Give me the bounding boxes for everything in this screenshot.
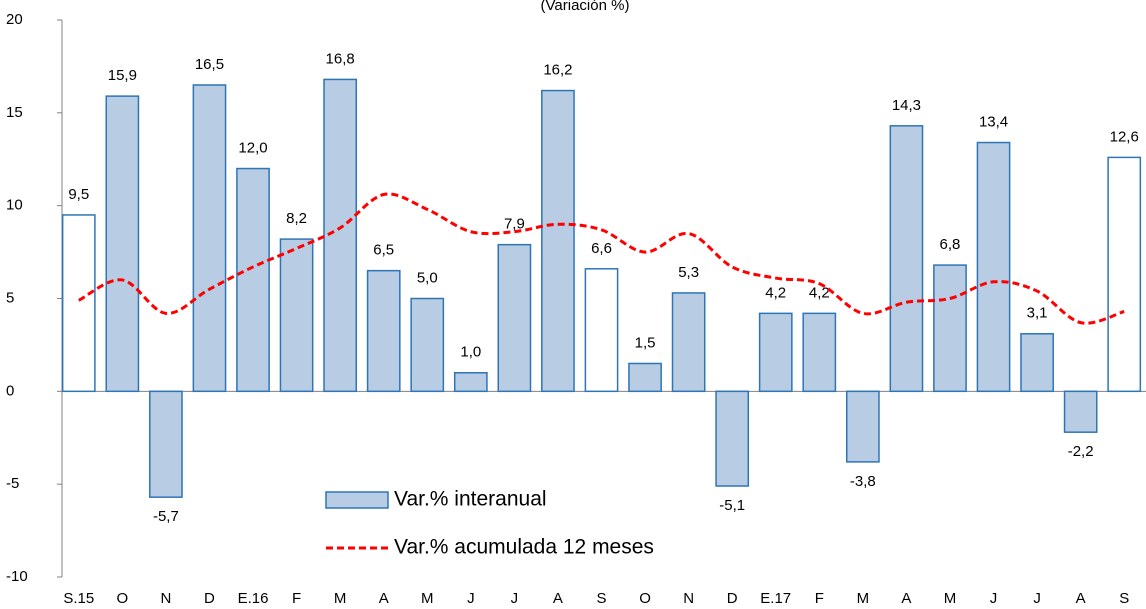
value-label: 5,0 bbox=[417, 269, 438, 286]
bar bbox=[497, 243, 532, 393]
bar bbox=[279, 238, 314, 393]
bar bbox=[628, 362, 662, 393]
bar bbox=[410, 297, 445, 393]
value-label: 15,9 bbox=[108, 67, 137, 84]
x-tick-label: M bbox=[421, 590, 434, 607]
x-tick-label: J bbox=[990, 590, 998, 607]
x-tick-label: A bbox=[553, 590, 563, 607]
bar bbox=[236, 167, 270, 393]
value-label: 12,6 bbox=[1110, 128, 1139, 145]
x-tick-label: S bbox=[596, 590, 606, 607]
value-label: 1,0 bbox=[460, 344, 481, 361]
bar bbox=[366, 269, 401, 393]
legend-swatch bbox=[325, 491, 389, 509]
bar bbox=[105, 95, 140, 393]
bar bbox=[933, 264, 967, 393]
value-label: 16,5 bbox=[195, 56, 224, 73]
value-label: 13,4 bbox=[979, 114, 1008, 131]
x-tick-label: J bbox=[511, 590, 519, 607]
bar bbox=[149, 390, 183, 498]
bar bbox=[1107, 156, 1142, 393]
value-label: -3,8 bbox=[850, 473, 876, 490]
value-label: 5,3 bbox=[678, 264, 699, 281]
value-label: 16,2 bbox=[543, 62, 572, 79]
x-tick-label: S bbox=[1119, 590, 1129, 607]
y-tick-label: 10 bbox=[6, 197, 23, 214]
bar bbox=[715, 390, 750, 487]
x-tick-label: F bbox=[292, 590, 301, 607]
value-label: 4,2 bbox=[809, 284, 830, 301]
value-label: 12,0 bbox=[238, 140, 267, 157]
bar bbox=[1063, 390, 1098, 433]
value-label: 6,8 bbox=[940, 236, 961, 253]
bar bbox=[889, 125, 924, 393]
value-label: -2,2 bbox=[1068, 443, 1094, 460]
x-tick-label: D bbox=[204, 590, 215, 607]
value-label: 4,2 bbox=[765, 284, 786, 301]
value-label: 6,6 bbox=[591, 240, 612, 257]
y-tick-label: -10 bbox=[6, 568, 28, 585]
x-tick-label: J bbox=[467, 590, 475, 607]
x-tick-label: M bbox=[857, 590, 870, 607]
bar bbox=[671, 292, 706, 393]
bar bbox=[323, 78, 358, 393]
y-tick-label: 20 bbox=[6, 11, 23, 28]
x-tick-label: O bbox=[639, 590, 651, 607]
x-tick-label: F bbox=[815, 590, 824, 607]
value-label: 7,9 bbox=[504, 216, 525, 233]
x-tick-label: M bbox=[334, 590, 347, 607]
y-tick-label: -5 bbox=[6, 475, 19, 492]
chart-subtitle: (Variación %) bbox=[541, 0, 630, 14]
legend-label: Var.% acumulada 12 meses bbox=[394, 536, 654, 559]
x-tick-label: E.17 bbox=[760, 590, 791, 607]
x-tick-label: D bbox=[727, 590, 738, 607]
line bbox=[78, 192, 1125, 325]
x-tick-label: A bbox=[901, 590, 911, 607]
y-tick-label: 5 bbox=[6, 289, 14, 306]
x-tick-label: A bbox=[1076, 590, 1086, 607]
x-tick-label: O bbox=[117, 590, 129, 607]
bar bbox=[584, 268, 619, 393]
y-tick-label: 15 bbox=[6, 104, 23, 121]
bar bbox=[758, 312, 793, 393]
bar bbox=[976, 141, 1011, 393]
value-label: 16,8 bbox=[326, 50, 355, 67]
x-tick-label: E.16 bbox=[238, 590, 269, 607]
bar bbox=[802, 312, 837, 393]
value-label: 1,5 bbox=[635, 334, 656, 351]
value-label: 6,5 bbox=[373, 242, 394, 259]
bar bbox=[192, 84, 227, 393]
bar bbox=[453, 372, 488, 393]
value-label: -5,1 bbox=[719, 497, 745, 514]
x-tick-label: J bbox=[1033, 590, 1041, 607]
x-tick-label: S.15 bbox=[63, 590, 94, 607]
bar bbox=[61, 214, 96, 393]
x-tick-label: M bbox=[944, 590, 957, 607]
x-tick-label: A bbox=[379, 590, 389, 607]
legend-label: Var.% interanual bbox=[394, 488, 547, 511]
bar bbox=[845, 390, 880, 463]
value-label: 3,1 bbox=[1027, 305, 1048, 322]
x-tick-label: N bbox=[683, 590, 694, 607]
value-label: -5,7 bbox=[153, 508, 179, 525]
value-label: 14,3 bbox=[892, 97, 921, 114]
value-label: 8,2 bbox=[286, 210, 307, 227]
x-tick-label: N bbox=[160, 590, 171, 607]
bar bbox=[541, 89, 575, 393]
value-label: 9,5 bbox=[68, 186, 89, 203]
y-tick-label: 0 bbox=[6, 382, 14, 399]
bar bbox=[1020, 333, 1054, 393]
